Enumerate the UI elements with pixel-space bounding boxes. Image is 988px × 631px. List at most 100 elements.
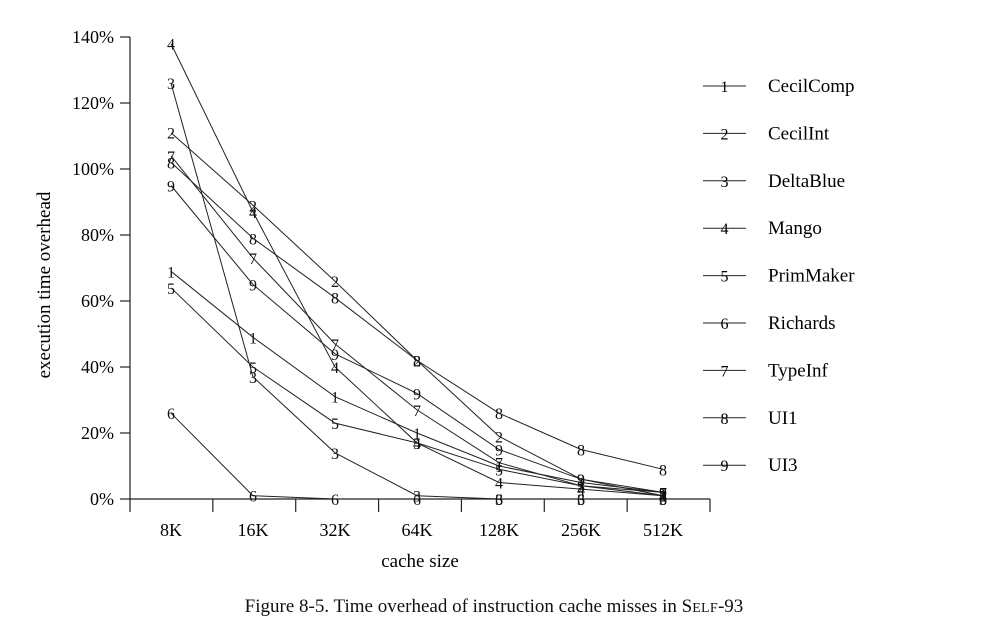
data-point-marker: 2: [249, 198, 257, 215]
data-point-marker: 7: [495, 456, 503, 473]
data-point-marker: 2: [331, 274, 339, 291]
x-tick-label: 8K: [160, 520, 182, 540]
legend-marker: 5: [721, 269, 729, 286]
series-line-richards: [170, 412, 663, 500]
data-point-marker: 3: [413, 489, 421, 506]
legend-label: DeltaBlue: [768, 171, 845, 192]
caption-prefix: Figure 8-5. Time overhead of instruction…: [244, 596, 682, 617]
data-point-marker: 5: [167, 281, 175, 298]
legend-marker: 8: [721, 411, 729, 428]
y-tick-label: 140%: [72, 27, 114, 47]
legend-marker: 9: [721, 458, 729, 475]
legend-marker: 4: [721, 221, 729, 238]
data-point-marker: 7: [167, 149, 175, 166]
caption-suffix: -93: [717, 596, 744, 617]
data-point-marker: 7: [331, 337, 339, 354]
y-tick-label: 60%: [81, 291, 114, 311]
data-point-marker: 4: [495, 476, 503, 493]
data-point-marker: 1: [413, 426, 421, 443]
data-point-marker: 8: [331, 291, 339, 308]
data-point-marker: 4: [167, 37, 175, 54]
legend: 1 CecilComp 2 CecilInt 3 DeltaBlue 4 Mango 5 Prim…: [703, 76, 855, 476]
data-point-marker: 1: [331, 390, 339, 407]
legend-item: 2 CecilInt: [703, 123, 830, 144]
data-point-marker: 7: [249, 251, 257, 268]
series-lines: [170, 43, 664, 500]
data-point-marker: 8: [495, 406, 503, 423]
data-point-marker: 6: [249, 489, 257, 506]
data-point-marker: 4: [331, 360, 339, 377]
data-point-marker: 9: [331, 347, 339, 364]
data-point-marker: 1: [249, 330, 257, 347]
data-point-marker: 3: [249, 370, 257, 387]
data-point-marker: 6: [495, 492, 503, 509]
data-point-marker: 3: [577, 492, 585, 509]
legend-item: 1 CecilComp: [703, 76, 855, 97]
data-point-marker: 1: [659, 485, 667, 502]
series-line-cecilcomp: [170, 270, 664, 493]
data-point-marker: 9: [659, 485, 667, 502]
line-chart: 0%20%40%60%80%100%120%140%8K 16K 32K 64K 128…: [34, 27, 855, 572]
data-point-marker: 2: [577, 472, 585, 489]
data-point-marker: 8: [577, 443, 585, 460]
series-line-ui1: [170, 162, 664, 470]
x-tick-label: 256K: [561, 520, 601, 540]
data-point-marker: 3: [331, 446, 339, 463]
x-tick-label: 16K: [238, 520, 269, 540]
legend-label: Richards: [768, 313, 836, 334]
data-point-marker: 8: [249, 231, 257, 248]
legend-marker: 2: [721, 126, 729, 143]
legend-label: UI3: [768, 455, 798, 476]
legend-item: 3 DeltaBlue: [703, 171, 845, 192]
data-point-marker: 6: [659, 492, 667, 509]
data-point-marker: 5: [577, 479, 585, 496]
data-point-marker: 2: [167, 126, 175, 143]
legend-label: TypeInf: [768, 360, 829, 381]
data-point-marker: 2: [495, 429, 503, 446]
data-point-marker: 5: [659, 489, 667, 506]
data-point-marker: 2: [413, 353, 421, 370]
legend-item: 6 Richards: [703, 313, 836, 334]
data-point-marker: 1: [167, 264, 175, 281]
y-axis-label: execution time overhead: [34, 191, 55, 378]
data-point-marker: 6: [167, 406, 175, 423]
data-point-marker: 1: [577, 476, 585, 493]
legend-item: 7 TypeInf: [703, 360, 829, 381]
data-point-marker: 5: [331, 416, 339, 433]
x-tick-label: 64K: [402, 520, 433, 540]
legend-label: CecilInt: [768, 123, 830, 144]
x-tick-label: 128K: [479, 520, 519, 540]
data-point-marker: 4: [413, 436, 421, 453]
legend-item: 5 PrimMaker: [703, 266, 855, 287]
data-point-marker: 7: [659, 485, 667, 502]
data-point-marker: 2: [659, 489, 667, 506]
legend-label: Mango: [768, 218, 822, 239]
data-point-marker: 4: [577, 482, 585, 499]
caption-self-word: SELF: [681, 596, 718, 617]
data-point-marker: 9: [249, 278, 257, 295]
y-tick-label: 20%: [81, 423, 114, 443]
x-tick-label: 32K: [320, 520, 351, 540]
data-point-marker: 5: [495, 462, 503, 479]
legend-item: 9 UI3: [703, 455, 798, 476]
data-point-marker: 6: [413, 492, 421, 509]
data-point-marker: 4: [249, 205, 257, 222]
legend-marker: 6: [721, 316, 729, 333]
caption-self: SELF: [682, 596, 718, 617]
legend-label: CecilComp: [768, 76, 855, 97]
data-point-marker: 4: [659, 489, 667, 506]
y-tick-label: 120%: [72, 93, 114, 113]
data-point-marker: 1: [495, 459, 503, 476]
data-point-marker: 9: [413, 386, 421, 403]
data-point-marker: 9: [167, 179, 175, 196]
x-tick-label: 512K: [643, 520, 683, 540]
data-point-marker: 8: [413, 353, 421, 370]
legend-item: 8 UI1: [703, 408, 798, 429]
y-tick-label: 80%: [81, 225, 114, 245]
data-point-marker: 8: [659, 462, 667, 479]
data-point-marker: 7: [577, 479, 585, 496]
tick-labels: 0%20%40%60%80%100%120%140%8K 16K 32K 64K 128…: [72, 27, 683, 540]
data-point-marker: 3: [659, 492, 667, 509]
series-line-ui3: [170, 185, 664, 493]
legend-marker: 3: [721, 174, 729, 191]
